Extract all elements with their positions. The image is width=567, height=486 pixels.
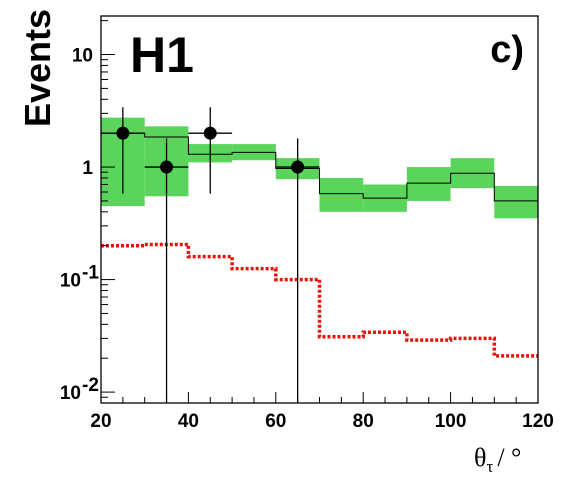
x-axis-title: θτ / ° bbox=[474, 443, 521, 476]
data-point-0 bbox=[101, 107, 145, 194]
data-point-3 bbox=[275, 138, 320, 403]
data-point-1 bbox=[144, 138, 189, 403]
x-tick-label: 80 bbox=[353, 411, 374, 432]
data-points-layer bbox=[101, 107, 320, 403]
band-bin-9 bbox=[494, 185, 538, 219]
dotted-histogram-layer bbox=[101, 242, 538, 358]
y-axis-title: Events bbox=[17, 9, 58, 127]
y-tick-label: 10 bbox=[72, 46, 93, 67]
data-marker bbox=[203, 126, 217, 140]
panel-label: c) bbox=[490, 29, 524, 71]
x-tick-label: 20 bbox=[90, 411, 111, 432]
x-tick-label: 40 bbox=[178, 411, 199, 432]
tick-marks-layer bbox=[100, 20, 539, 404]
x-tick-label: 120 bbox=[522, 411, 554, 432]
prediction-band-layer bbox=[101, 117, 538, 219]
y-tick-exponent: -2 bbox=[82, 375, 99, 396]
data-marker bbox=[160, 160, 174, 174]
y-tick-exponent: -1 bbox=[82, 263, 99, 284]
band-bin-7 bbox=[406, 167, 451, 201]
prediction-line-layer bbox=[101, 132, 538, 202]
x-axis-unit: / ° bbox=[497, 443, 521, 472]
x-tick-label: 100 bbox=[435, 411, 467, 432]
prediction-step-line bbox=[101, 132, 538, 202]
y-tick-label: 1 bbox=[82, 158, 93, 179]
x-axis-subscript: τ bbox=[486, 457, 493, 476]
x-axis-symbol: θ bbox=[474, 443, 486, 472]
y-tick-label: 10 bbox=[60, 383, 81, 404]
dotted-step-line bbox=[101, 242, 538, 358]
x-tick-label: 60 bbox=[265, 411, 286, 432]
band-bin-5 bbox=[319, 177, 364, 212]
y-tick-label: 10 bbox=[60, 271, 81, 292]
experiment-label: H1 bbox=[130, 27, 194, 83]
data-marker bbox=[116, 126, 130, 140]
data-point-2 bbox=[188, 107, 233, 194]
data-marker bbox=[291, 160, 305, 174]
